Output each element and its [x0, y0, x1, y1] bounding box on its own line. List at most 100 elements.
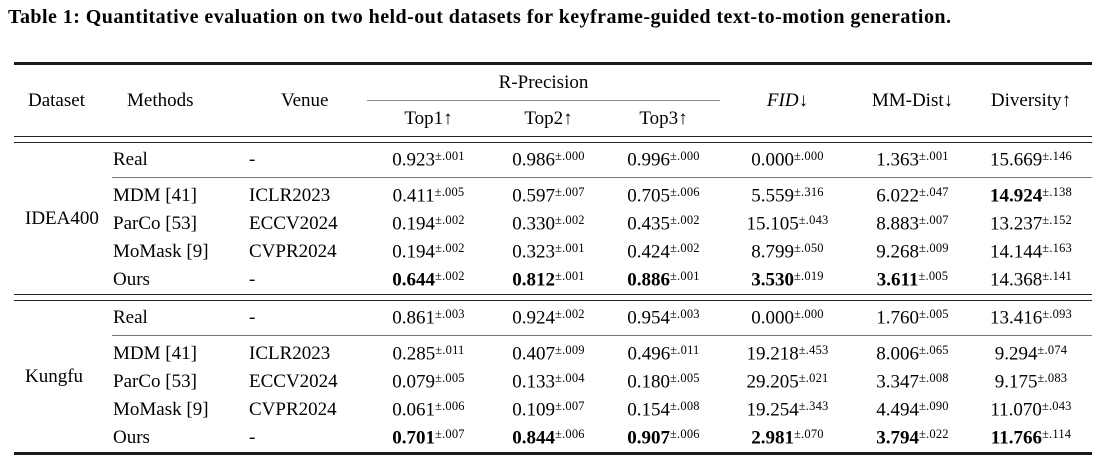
col-header-fid: FID↓	[720, 64, 855, 137]
col-header-diversity: Diversity↑	[990, 89, 1072, 111]
metric-value: 11.766±.114	[990, 426, 1072, 449]
col-header-top2: Top2↑	[524, 107, 573, 129]
metric-value: 0.133±.004	[512, 370, 585, 393]
metric-value: 4.494±.090	[876, 398, 949, 421]
metric-value: 0.924±.002	[512, 306, 585, 329]
metric-value: 9.294±.074	[994, 342, 1068, 365]
metric-value: 0.330±.002	[512, 212, 585, 235]
metric-value: 11.070±.043	[990, 398, 1072, 421]
method-name: Real	[113, 307, 148, 328]
metric-value: 9.268±.009	[876, 240, 949, 263]
metric-value: 0.407±.009	[512, 342, 585, 365]
venue: -	[249, 307, 256, 328]
metric-value: 0.194±.002	[392, 212, 465, 235]
mid-rule	[14, 177, 1092, 182]
metric-value: 0.061±.006	[392, 398, 465, 421]
metric-value: 5.559±.316	[751, 184, 824, 207]
col-header-methods: Methods	[127, 89, 194, 111]
metric-value: 1.760±.005	[876, 306, 949, 329]
double-rule	[14, 294, 1092, 301]
table-row: Kungfu Real - 0.861±.003 0.924±.002 0.95…	[14, 301, 1092, 387]
venue: -	[249, 269, 256, 290]
metric-value: 0.285±.011	[392, 342, 465, 365]
metric-value: 13.416±.093	[990, 306, 1072, 329]
method-name: MoMask [9]	[113, 399, 209, 420]
metric-value: 8.006±.065	[876, 342, 949, 365]
col-group-header-r-precision: R-Precision	[367, 63, 720, 101]
table-row: MoMask [9] CVPR2024 0.194±.002 0.323±.00…	[14, 238, 1092, 266]
metric-value: 0.323±.001	[512, 240, 585, 263]
metric-value: 0.996±.000	[627, 148, 700, 171]
method-name: MDM [41]	[113, 343, 197, 364]
mid-rule	[14, 335, 1092, 340]
metric-value: 0.886±.001	[627, 268, 700, 291]
metric-value: 14.924±.138	[990, 184, 1072, 207]
metric-value: 0.954±.003	[627, 306, 700, 329]
metric-value: 0.701±.007	[392, 426, 465, 449]
metric-value: 0.424±.002	[627, 240, 700, 263]
double-rule	[14, 136, 1092, 143]
metric-value: 1.363±.001	[876, 148, 949, 171]
method-name: MDM [41]	[113, 185, 197, 206]
method-name: MoMask [9]	[113, 241, 209, 262]
down-arrow-icon: ↓	[798, 89, 809, 111]
metric-value: 0.844±.006	[512, 426, 585, 449]
method-name: Ours	[113, 269, 150, 290]
venue: ECCV2024	[249, 213, 338, 234]
venue: -	[249, 427, 256, 448]
metric-value: 0.079±.005	[392, 370, 465, 393]
metric-value: 9.175±.083	[994, 370, 1068, 393]
table-row: MoMask [9] CVPR2024 0.061±.006 0.109±.00…	[14, 396, 1092, 424]
metric-value: 13.237±.152	[990, 212, 1072, 235]
metric-value: 0.861±.003	[392, 306, 465, 329]
table-row: IDEA400 Real - 0.923±.001 0.986±.000 0.9…	[14, 143, 1092, 229]
metric-value: 0.705±.006	[627, 184, 700, 207]
dataset-label: Kungfu	[25, 365, 84, 387]
metric-value: 0.597±.007	[512, 184, 585, 207]
metric-value: 3.611±.005	[876, 268, 949, 291]
metric-value: 2.981±.070	[751, 426, 824, 449]
venue: ECCV2024	[249, 371, 338, 392]
dataset-label: IDEA400	[25, 207, 99, 229]
metric-value: 8.799±.050	[751, 240, 824, 263]
metric-value: 29.205±.021	[746, 370, 829, 393]
table-caption: Table 1: Quantitative evaluation on two …	[8, 6, 952, 28]
method-name: ParCo [53]	[113, 213, 197, 234]
metric-value: 15.669±.146	[990, 148, 1072, 171]
fid-label: FID	[766, 89, 799, 111]
metric-value: 15.105±.043	[746, 212, 829, 235]
metric-value: 0.435±.002	[627, 212, 700, 235]
metric-value: 3.347±.008	[876, 370, 949, 393]
metric-value: 0.000±.000	[751, 306, 824, 329]
metric-value: 6.022±.047	[876, 184, 949, 207]
table-row: Ours - 0.701±.007 0.844±.006 0.907±.006 …	[14, 424, 1092, 454]
metric-value: 0.411±.005	[392, 184, 465, 207]
method-name: Real	[113, 149, 148, 170]
metric-value: 8.883±.007	[876, 212, 949, 235]
table-row: MDM [41] ICLR2023 0.411±.005 0.597±.007 …	[14, 182, 1092, 210]
results-table: Dataset Methods Venue R-Precision FID↓ M…	[14, 62, 1092, 455]
venue: CVPR2024	[249, 241, 337, 262]
col-header-mm-dist: MM-Dist↓	[871, 89, 954, 111]
metric-value: 3.794±.022	[876, 426, 949, 449]
metric-value: 14.144±.163	[990, 240, 1072, 263]
col-header-venue: Venue	[281, 89, 329, 111]
metric-value: 0.496±.011	[627, 342, 700, 365]
col-header-top1: Top1↑	[404, 107, 453, 129]
metric-value: 0.812±.001	[512, 268, 585, 291]
metric-value: 19.254±.343	[746, 398, 829, 421]
venue: ICLR2023	[249, 185, 331, 206]
metric-value: 0.644±.002	[392, 268, 465, 291]
metric-value: 19.218±.453	[746, 342, 829, 365]
col-header-top3: Top3↑	[639, 107, 688, 129]
metric-value: 3.530±.019	[751, 268, 824, 291]
method-name: Ours	[113, 427, 150, 448]
method-name: ParCo [53]	[113, 371, 197, 392]
table-row: ParCo [53] ECCV2024 0.194±.002 0.330±.00…	[14, 210, 1092, 238]
header-row-groups: Dataset Methods Venue R-Precision FID↓ M…	[14, 63, 1092, 111]
table-row: ParCo [53] ECCV2024 0.079±.005 0.133±.00…	[14, 368, 1092, 396]
table-row: Ours - 0.644±.002 0.812±.001 0.886±.001 …	[14, 266, 1092, 295]
header-row-subcolumns: Top1↑ Top2↑ Top3↑	[14, 101, 1092, 137]
metric-value: 0.986±.000	[512, 148, 585, 171]
metric-value: 0.907±.006	[627, 426, 700, 449]
